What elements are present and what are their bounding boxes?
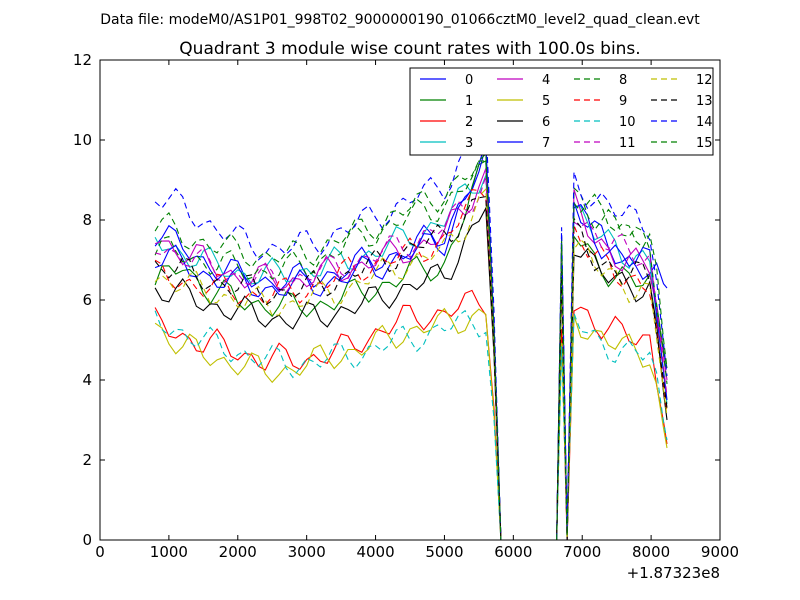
chart-title: Quadrant 3 module wise count rates with …	[179, 39, 640, 59]
legend-label-3: 3	[465, 136, 473, 151]
legend-label-5: 5	[542, 94, 550, 109]
x-tick-label: 0	[95, 543, 105, 561]
x-tick-label: 8000	[632, 543, 670, 561]
y-tick-label: 0	[82, 531, 92, 549]
x-tick-label: 1000	[150, 543, 188, 561]
legend-label-10: 10	[619, 115, 636, 130]
series-line-4	[154, 168, 668, 541]
series-line-12	[154, 187, 668, 541]
x-tick-label: 7000	[563, 543, 601, 561]
data-file-label: Data file: modeM0/AS1P01_998T02_90000001…	[100, 12, 700, 28]
series-line-0	[154, 142, 668, 541]
series-line-14	[154, 119, 668, 541]
legend-box	[409, 67, 714, 156]
x-axis: 0 1000 2000 3000 4000 5000 6000 7000 8000 9000	[95, 60, 739, 561]
legend-label-11: 11	[619, 136, 636, 151]
y-tick-label: 2	[82, 451, 92, 469]
x-offset-label: +1.87323e8	[627, 564, 720, 582]
legend-label-2: 2	[465, 115, 473, 130]
series-line-11	[154, 176, 668, 541]
legend-label-4: 4	[542, 73, 550, 88]
series-lines	[154, 119, 668, 541]
series-line-15	[154, 152, 668, 541]
y-tick-label: 4	[82, 371, 92, 389]
x-tick-label: 3000	[288, 543, 326, 561]
series-line-8	[154, 160, 668, 541]
x-tick-label: 2000	[219, 543, 257, 561]
legend-label-14: 14	[696, 115, 713, 130]
series-line-2	[154, 289, 668, 541]
legend-label-7: 7	[542, 136, 550, 151]
y-tick-label: 8	[82, 211, 92, 229]
series-line-1	[154, 160, 668, 541]
legend-label-13: 13	[696, 94, 713, 109]
y-tick-label: 6	[82, 291, 92, 309]
x-tick-label: 4000	[356, 543, 394, 561]
legend-label-1: 1	[465, 94, 473, 109]
y-tick-label: 12	[73, 51, 92, 69]
series-line-7	[154, 146, 668, 541]
series-line-9	[154, 188, 668, 541]
series-line-13	[154, 195, 668, 541]
x-tick-label: 6000	[494, 543, 532, 561]
legend-label-6: 6	[542, 115, 550, 130]
y-tick-label: 10	[73, 131, 92, 149]
legend-label-8: 8	[619, 73, 627, 88]
legend-label-0: 0	[465, 73, 473, 88]
series-line-5	[154, 307, 668, 541]
legend-label-12: 12	[696, 73, 713, 88]
legend-label-15: 15	[696, 136, 713, 151]
x-tick-label: 9000	[701, 543, 739, 561]
series-line-3	[154, 175, 668, 541]
series-line-6	[154, 206, 668, 541]
series-line-10	[154, 309, 668, 541]
x-tick-label: 5000	[425, 543, 463, 561]
legend-label-9: 9	[619, 94, 627, 109]
